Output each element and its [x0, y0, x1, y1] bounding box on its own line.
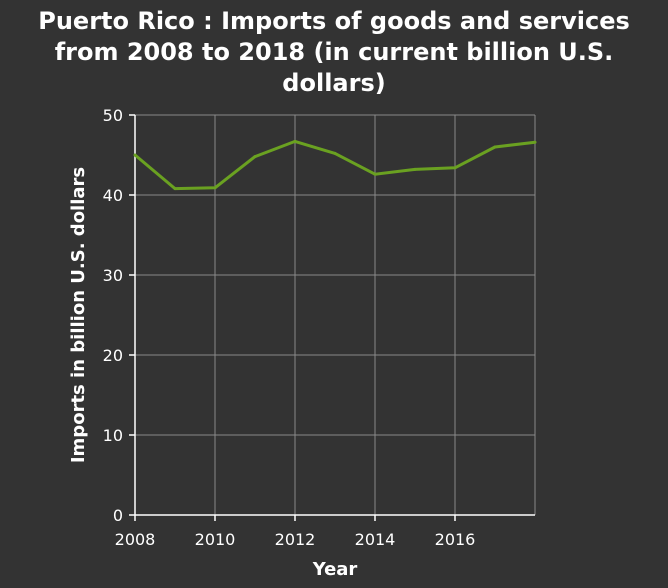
series-layer	[133, 139, 537, 191]
data-point	[533, 140, 537, 144]
data-point	[253, 155, 257, 159]
data-point	[173, 187, 177, 191]
x-tick-label: 2008	[115, 530, 156, 549]
y-axis-title: Imports in billion U.S. dollars	[68, 167, 89, 463]
data-point	[333, 151, 337, 155]
x-tick-label: 2012	[275, 530, 316, 549]
y-tick-label: 40	[103, 186, 123, 205]
x-tick-label: 2014	[355, 530, 396, 549]
series-line	[134, 139, 536, 191]
data-point	[493, 145, 497, 149]
y-tick-label: 20	[103, 346, 123, 365]
tick-labels: 0 10 20 30 40 50 2008 2010 2012 2014 2016	[103, 106, 476, 549]
grid	[135, 114, 536, 515]
x-axis-title: Year	[312, 559, 358, 580]
y-tick-label: 0	[113, 506, 123, 525]
x-tick-label: 2010	[195, 530, 236, 549]
y-tick-label: 50	[103, 106, 123, 125]
axes	[129, 114, 535, 521]
y-tick-label: 10	[103, 426, 123, 445]
data-point	[293, 139, 297, 143]
data-point	[213, 186, 217, 190]
chart-title: Puerto Rico : Imports of goods and servi…	[38, 7, 630, 97]
x-tick-label: 2016	[435, 530, 476, 549]
data-point	[133, 153, 137, 157]
y-tick-label: 30	[103, 266, 123, 285]
data-point	[413, 167, 417, 171]
data-point	[453, 166, 457, 170]
data-point	[373, 172, 377, 176]
